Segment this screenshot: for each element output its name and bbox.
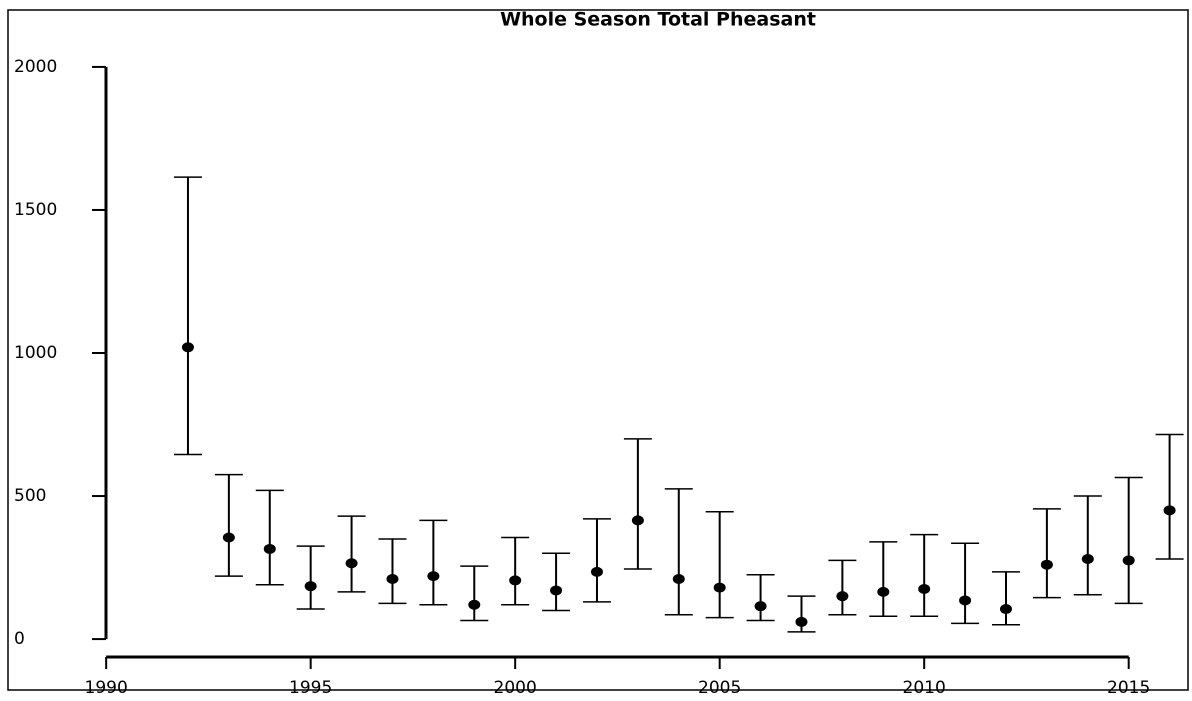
- y-tick-label: 500: [14, 486, 46, 506]
- x-tick-label: 2000: [494, 678, 537, 698]
- y-tick-label: 2000: [14, 57, 57, 77]
- point: [713, 582, 726, 593]
- point: [590, 566, 603, 577]
- x-tick-label: 1995: [289, 678, 332, 698]
- y-tick-label: 1000: [14, 343, 57, 363]
- point: [181, 342, 194, 353]
- point: [754, 601, 767, 612]
- y-tick-label: 1500: [14, 200, 57, 220]
- point: [631, 515, 644, 526]
- plot-frame: [7, 9, 1189, 691]
- point: [222, 532, 235, 543]
- point: [795, 616, 808, 627]
- x-tick-label: 1990: [85, 678, 128, 698]
- point: [959, 595, 972, 606]
- point: [386, 574, 399, 585]
- x-tick-label: 2005: [698, 678, 741, 698]
- point: [427, 571, 440, 582]
- point: [1040, 559, 1053, 570]
- point: [836, 591, 849, 602]
- point: [999, 604, 1012, 615]
- x-tick-label: 2010: [903, 678, 946, 698]
- x-tick-label: 2015: [1107, 678, 1150, 698]
- point: [1081, 553, 1094, 564]
- point: [468, 599, 481, 610]
- point: [263, 543, 276, 554]
- point: [345, 558, 358, 569]
- point: [1163, 505, 1176, 516]
- point: [918, 584, 931, 595]
- point: [304, 581, 317, 592]
- point: [1122, 555, 1135, 566]
- point: [550, 585, 563, 596]
- point: [509, 575, 522, 586]
- point: [672, 574, 685, 585]
- chart-title: Whole Season Total Pheasant: [500, 9, 816, 31]
- point: [877, 586, 890, 597]
- y-tick-label: 0: [14, 629, 25, 649]
